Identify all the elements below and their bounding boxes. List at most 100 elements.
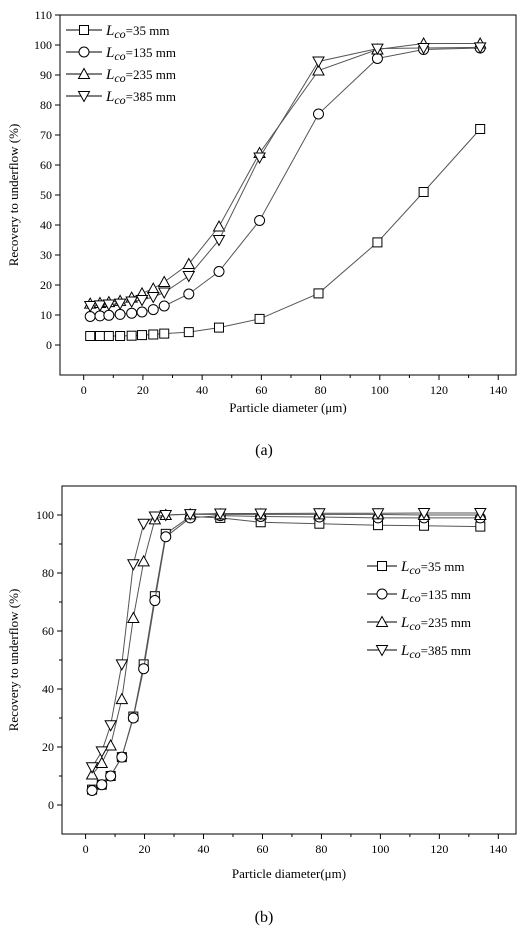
data-point [157, 275, 171, 287]
y-axis-label: Recovery to underflow (%) [6, 589, 21, 732]
data-point [95, 756, 109, 768]
data-point [475, 521, 486, 532]
panel-label: (b) [255, 909, 274, 926]
x-tick-label: 80 [315, 383, 327, 397]
data-point [115, 331, 126, 341]
y-tick-label: 50 [40, 188, 52, 202]
legend-entry: Lco=385 mm [367, 643, 471, 661]
data-point [103, 331, 114, 341]
y-tick-label: 30 [40, 248, 52, 262]
data-point [312, 56, 325, 69]
data-point [372, 237, 383, 248]
legend-entry: Lco=235 mm [367, 615, 471, 633]
data-point [126, 611, 140, 623]
data-point [159, 510, 173, 522]
data-point [158, 300, 170, 312]
data-point [148, 329, 159, 340]
data-point [212, 219, 226, 232]
data-point [115, 692, 129, 705]
x-tick-label: 40 [196, 383, 208, 397]
legend-marker [78, 46, 90, 58]
y-tick-label: 20 [42, 740, 54, 754]
x-tick-label: 0 [83, 842, 89, 856]
legend-marker [377, 561, 387, 571]
x-tick-label: 0 [81, 383, 87, 397]
data-point [102, 299, 116, 312]
data-point [147, 304, 159, 316]
data-point [96, 779, 108, 791]
data-point [85, 768, 99, 780]
data-point [137, 518, 151, 531]
data-point [473, 507, 487, 520]
data-point [137, 330, 148, 341]
legend-entry: Lco=135 mm [367, 587, 471, 605]
x-axis-label: Particle diameter (μm) [229, 400, 346, 415]
chart-panel-a: 0 20 40 60 80 100 120 140 0 10 20 30 40 50 60 70 80 90 100… [6, 8, 517, 459]
legend-entry: Lco=235 mm [66, 67, 176, 85]
y-tick-label: 70 [40, 128, 52, 142]
data-point [183, 288, 195, 300]
data-point [86, 785, 98, 796]
series-square [85, 124, 486, 341]
legend-marker [375, 645, 389, 657]
legend-marker [77, 91, 91, 103]
data-point [125, 296, 139, 309]
x-tick-label: 60 [255, 383, 267, 397]
chart-panel-b: 0 20 40 60 80 100 120 140 0 20 40 60 80 100 Particle d… [6, 485, 517, 926]
x-tick-label: 20 [139, 842, 151, 856]
panel-label: (a) [255, 442, 273, 459]
data-point [253, 152, 266, 165]
x-tick-label: 100 [371, 383, 389, 397]
legend-entry: Lco=35 mm [66, 23, 169, 41]
data-point [149, 595, 161, 607]
data-point [417, 507, 431, 520]
x-tick-label: 80 [315, 842, 327, 856]
series-triangle-down [85, 507, 487, 774]
y-tick-label: 80 [40, 98, 52, 112]
y-tick-label: 20 [40, 278, 52, 292]
data-point [83, 301, 97, 313]
legend-entry: Lco=385 mm [66, 89, 176, 107]
data-point [213, 266, 225, 277]
x-axis-label: Particle diameter(μm) [232, 866, 346, 881]
data-point [312, 108, 324, 120]
data-point [95, 746, 109, 758]
data-point [182, 271, 196, 283]
series-line [91, 512, 481, 768]
data-point [113, 298, 127, 311]
x-tick-label: 40 [198, 842, 210, 856]
data-point [159, 328, 170, 339]
y-tick-label: 0 [46, 338, 52, 352]
legend-label: Lco=235 mm [400, 615, 471, 633]
x-tick-label: 20 [137, 383, 149, 397]
data-point [137, 554, 151, 567]
data-point [84, 311, 96, 322]
y-tick-label: 100 [34, 38, 52, 52]
data-point [212, 235, 226, 247]
y-tick-label: 90 [40, 68, 52, 82]
data-point [313, 508, 326, 520]
data-point [94, 331, 105, 341]
legend-entry: Lco=35 mm [367, 559, 464, 577]
data-point [104, 739, 117, 751]
data-point [146, 282, 160, 294]
data-point [116, 751, 128, 763]
series-circle [84, 42, 486, 322]
y-tick-label: 80 [42, 566, 54, 580]
legend-label: Lco=385 mm [400, 643, 471, 661]
data-point [85, 762, 99, 774]
data-point [214, 322, 225, 333]
data-point [105, 770, 117, 782]
data-point [417, 43, 430, 55]
data-point [85, 331, 96, 341]
series-line [90, 46, 481, 307]
data-point [126, 307, 138, 319]
y-axis-label: Recovery to underflow (%) [6, 124, 21, 267]
x-tick-label: 100 [371, 842, 389, 856]
y-tick-label: 60 [42, 624, 54, 638]
data-point [136, 306, 148, 318]
x-tick-label: 60 [256, 842, 268, 856]
data-point [213, 508, 227, 521]
y-tick-label: 10 [40, 308, 52, 322]
